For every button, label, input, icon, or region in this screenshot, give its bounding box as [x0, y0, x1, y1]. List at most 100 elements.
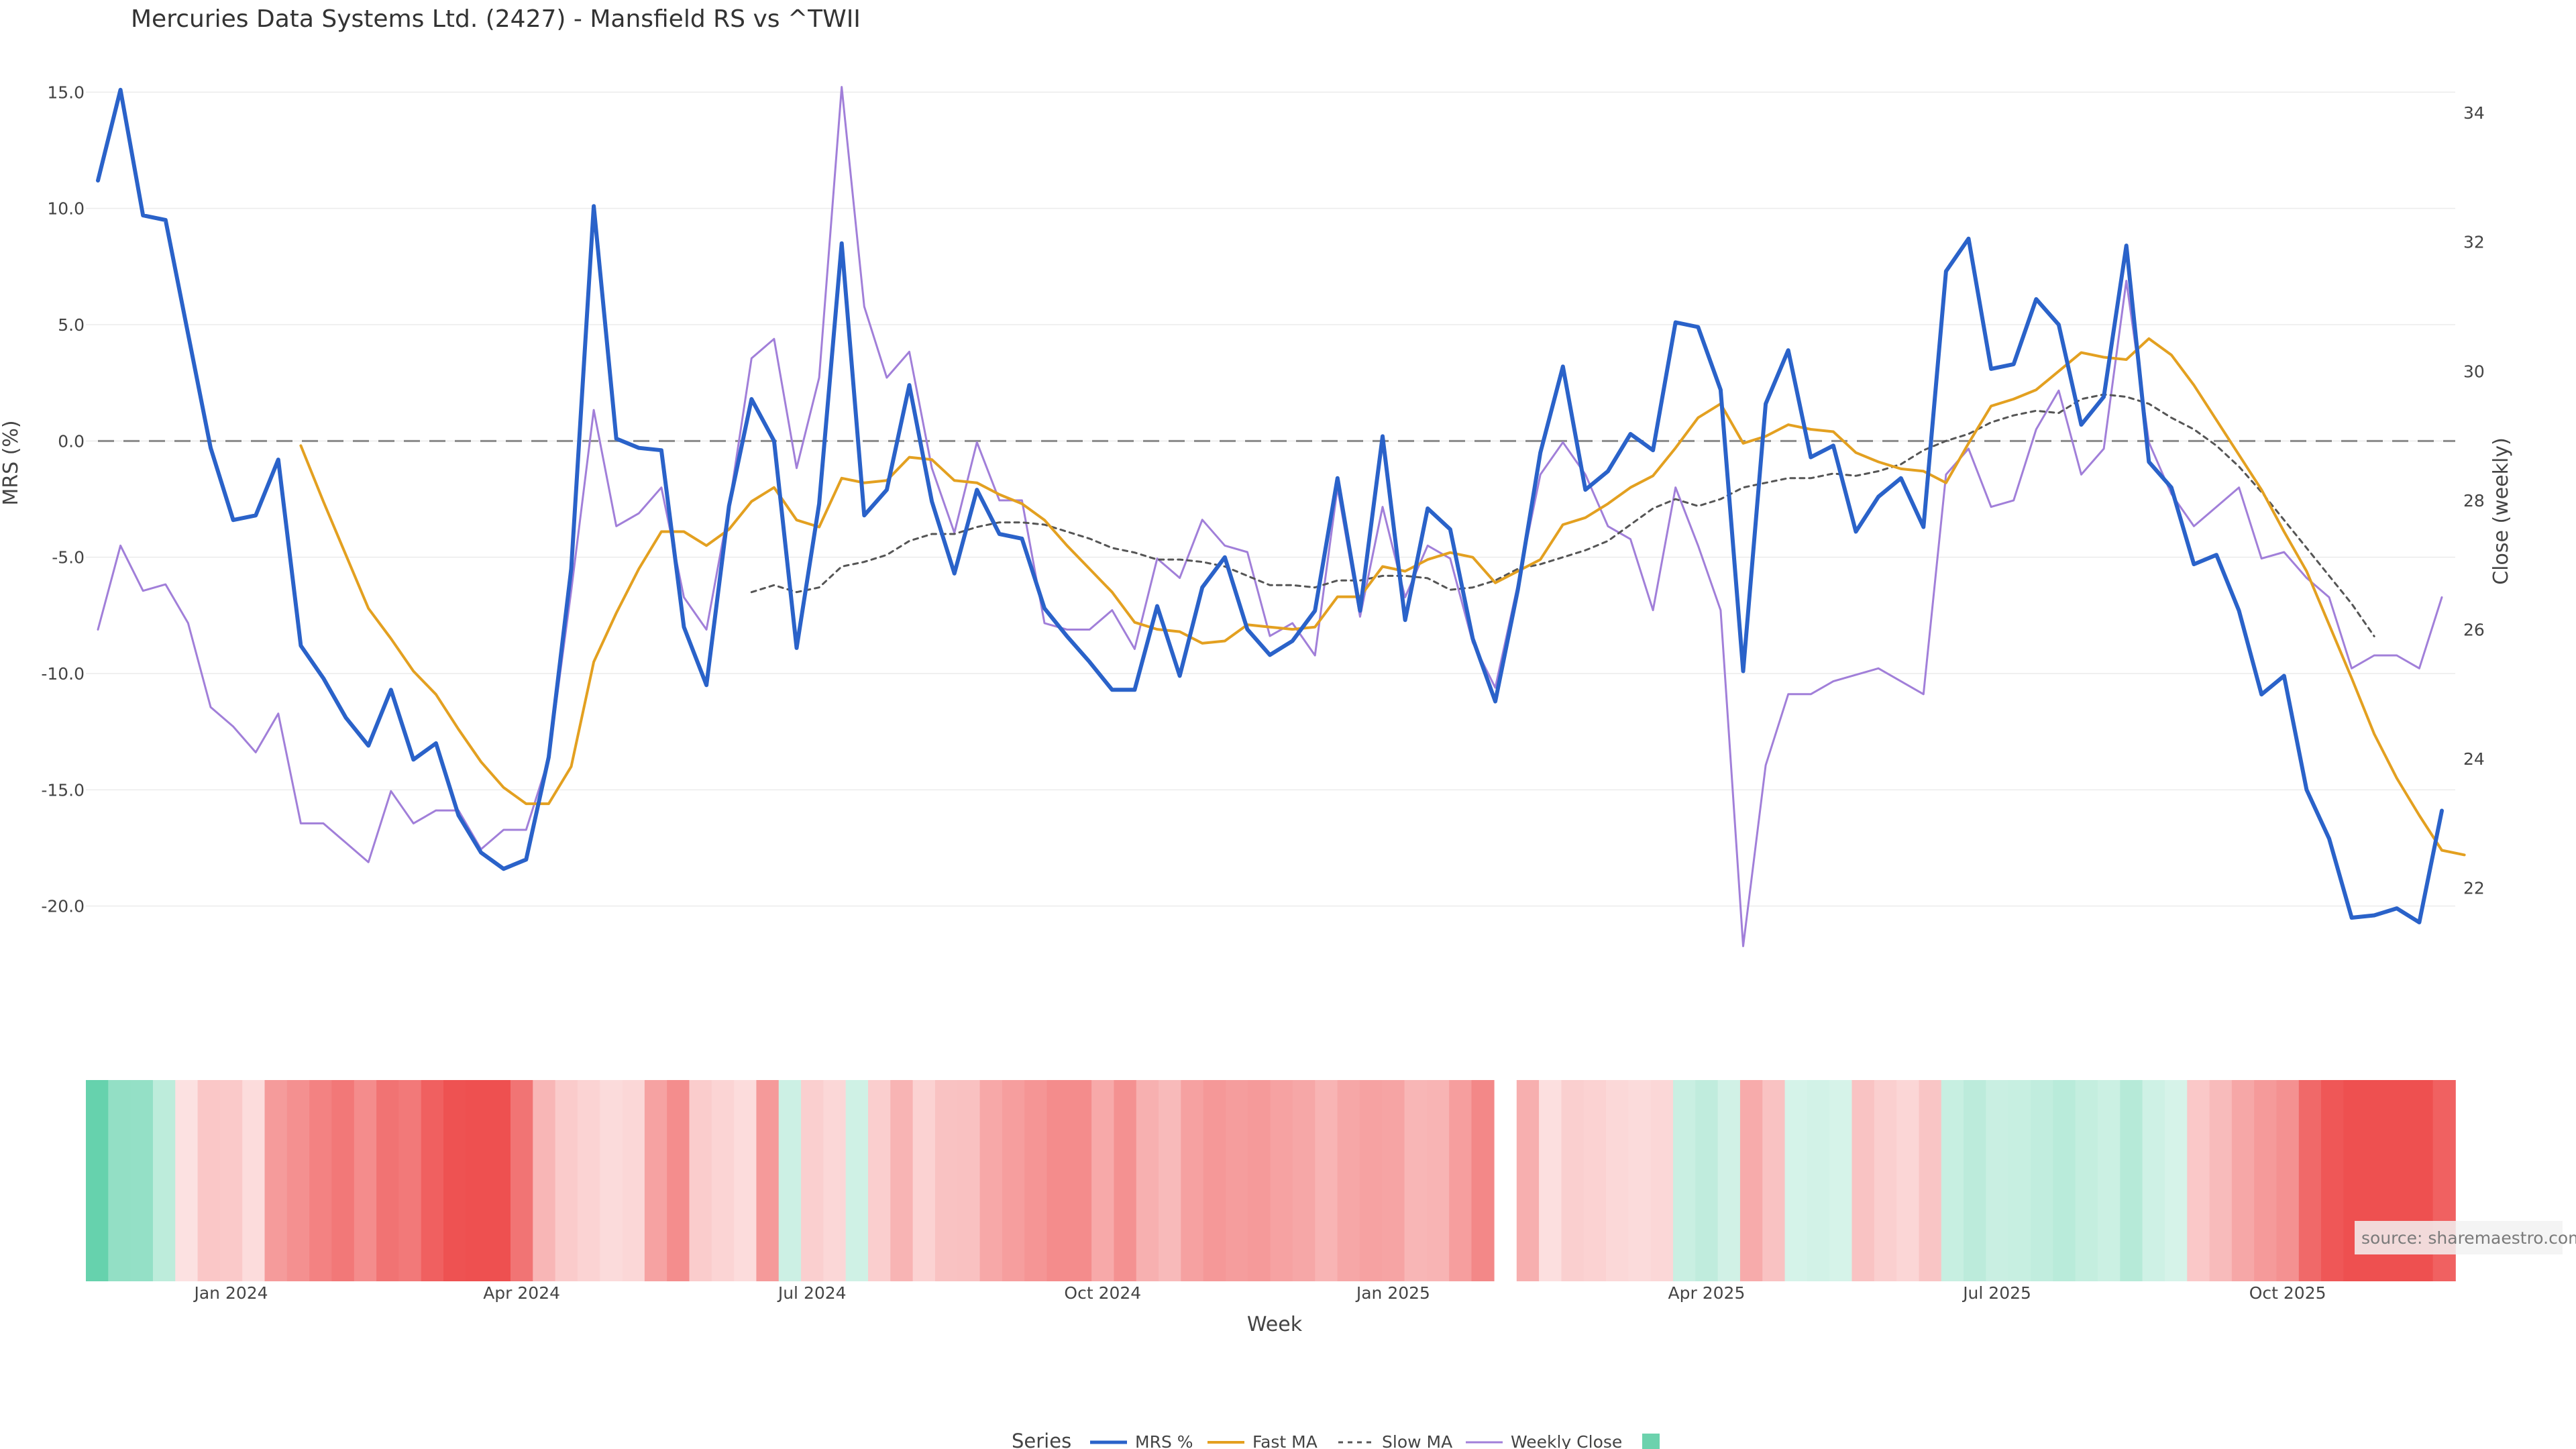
heatmap-cell: [86, 1080, 109, 1281]
right-axis-title: Close (weekly): [2489, 437, 2513, 585]
legend-label-weekly-close[interactable]: Weekly Close: [1511, 1432, 1622, 1449]
heatmap-cell: [1471, 1080, 1495, 1281]
heatmap-cell: [756, 1080, 780, 1281]
heatmap-cell: [1717, 1080, 1741, 1281]
heatmap-cell: [1695, 1080, 1719, 1281]
x-tick-label: Jul 2024: [777, 1283, 847, 1303]
left-tick-label: 0.0: [58, 431, 85, 451]
heatmap-cell: [264, 1080, 288, 1281]
heatmap-cell: [778, 1080, 802, 1281]
heatmap-cell: [354, 1080, 377, 1281]
heatmap-cell: [868, 1080, 892, 1281]
heatmap-cell: [1203, 1080, 1226, 1281]
heatmap-cell: [510, 1080, 534, 1281]
heatmap-cell: [421, 1080, 444, 1281]
heatmap-cell: [152, 1080, 176, 1281]
left-tick-label: -20.0: [41, 897, 85, 916]
x-axis-ticks: Jan 2024 Apr 2024 Jul 2024 Oct 2024 Jan 2025…: [193, 1283, 2326, 1303]
fast-ma-line: [299, 337, 2466, 857]
heatmap-cell: [1404, 1080, 1428, 1281]
heatmap-cell: [823, 1080, 847, 1281]
heatmap-cell: [711, 1080, 735, 1281]
heatmap-cell: [2187, 1080, 2210, 1281]
legend: Series MRS % Fast MA Slow MA Weekly Clos…: [1012, 1430, 1660, 1449]
source-note-text: source: sharemaestro.com: [2361, 1228, 2576, 1248]
heatmap-cell: [845, 1080, 869, 1281]
heatmap-cell: [2120, 1080, 2143, 1281]
heatmap-cell: [331, 1080, 355, 1281]
heatmap-cell: [622, 1080, 645, 1281]
heatmap-cell: [130, 1080, 154, 1281]
heatmap-cell: [1650, 1080, 1674, 1281]
heatmap-cell: [1046, 1080, 1070, 1281]
heatmap-cell: [1583, 1080, 1607, 1281]
heatmap-cell: [197, 1080, 221, 1281]
heatmap-cell: [1069, 1080, 1092, 1281]
heatmap-cell: [242, 1080, 266, 1281]
heatmap-cell: [1964, 1080, 1987, 1281]
heatmap-cell: [1539, 1080, 1562, 1281]
heatmap-cell: [801, 1080, 824, 1281]
heatmap-cell: [1449, 1080, 1472, 1281]
series-lines: [96, 86, 2466, 947]
heatmap-cell: [1359, 1080, 1383, 1281]
heatmap-cell: [376, 1080, 400, 1281]
right-tick-label: 24: [2463, 749, 2485, 769]
heatmap-cell: [2231, 1080, 2255, 1281]
heatmap-cell: [1762, 1080, 1786, 1281]
right-tick-label: 22: [2463, 879, 2485, 898]
legend-label-slow-ma[interactable]: Slow MA: [1382, 1432, 1452, 1449]
heatmap-cell: [1986, 1080, 2009, 1281]
legend-swatch-heatmap[interactable]: [1642, 1434, 1660, 1449]
right-axis-ticks: 34 32 30 28 26 24 22: [2463, 103, 2485, 898]
heatmap-cell: [2298, 1080, 2322, 1281]
source-note: source: sharemaestro.com: [2355, 1221, 2576, 1254]
heatmap-cell: [286, 1080, 310, 1281]
heatmap-cell: [2031, 1080, 2054, 1281]
heatmap-cell: [890, 1080, 914, 1281]
heatmap-cell: [1874, 1080, 1897, 1281]
heatmap-cell: [1315, 1080, 1338, 1281]
heatmap-cell: [1337, 1080, 1360, 1281]
heatmap-cell: [1561, 1080, 1585, 1281]
heatmap-cell: [1941, 1080, 1964, 1281]
heatmap-cell: [667, 1080, 690, 1281]
heatmap-cell: [108, 1080, 131, 1281]
heatmap-cell: [1739, 1080, 1764, 1281]
heatmap-cell: [2164, 1080, 2188, 1281]
heatmap-cell: [912, 1080, 936, 1281]
heatmap-cell: [2075, 1080, 2098, 1281]
heatmap-cell: [734, 1080, 757, 1281]
right-tick-label: 34: [2463, 103, 2485, 123]
heatmap-cell: [1292, 1080, 1316, 1281]
legend-label-fast-ma[interactable]: Fast MA: [1252, 1432, 1318, 1449]
heatmap-cell: [957, 1080, 981, 1281]
weekly-close-line: [97, 86, 2443, 947]
right-tick-label: 26: [2463, 621, 2485, 640]
heatmap-cell: [1673, 1080, 1697, 1281]
heatmap-strip: [86, 1080, 2456, 1281]
x-tick-label: Jan 2025: [1355, 1283, 1430, 1303]
left-tick-label: 5.0: [58, 315, 85, 335]
mrs-line: [96, 87, 2444, 924]
heatmap-cell: [2209, 1080, 2233, 1281]
heatmap-cell: [555, 1080, 578, 1281]
heatmap-cell: [600, 1080, 623, 1281]
heatmap-cell: [1382, 1080, 1405, 1281]
heatmap-cell: [1024, 1080, 1048, 1281]
heatmap-cell: [443, 1080, 467, 1281]
heatmap-cell: [2053, 1080, 2076, 1281]
heatmap-cell: [2276, 1080, 2300, 1281]
heatmap-cell: [1248, 1080, 1271, 1281]
heatmap-cell: [1181, 1080, 1204, 1281]
heatmap-cell: [398, 1080, 422, 1281]
x-axis-title: Week: [1247, 1313, 1303, 1336]
right-tick-label: 32: [2463, 233, 2485, 252]
heatmap-cell: [2008, 1080, 2031, 1281]
legend-label-mrs[interactable]: MRS %: [1135, 1432, 1193, 1449]
heatmap-cell: [1426, 1080, 1450, 1281]
x-tick-label: Jan 2024: [193, 1283, 268, 1303]
left-tick-label: 15.0: [47, 83, 85, 102]
heatmap-cell: [1270, 1080, 1293, 1281]
heatmap-cell: [1226, 1080, 1249, 1281]
